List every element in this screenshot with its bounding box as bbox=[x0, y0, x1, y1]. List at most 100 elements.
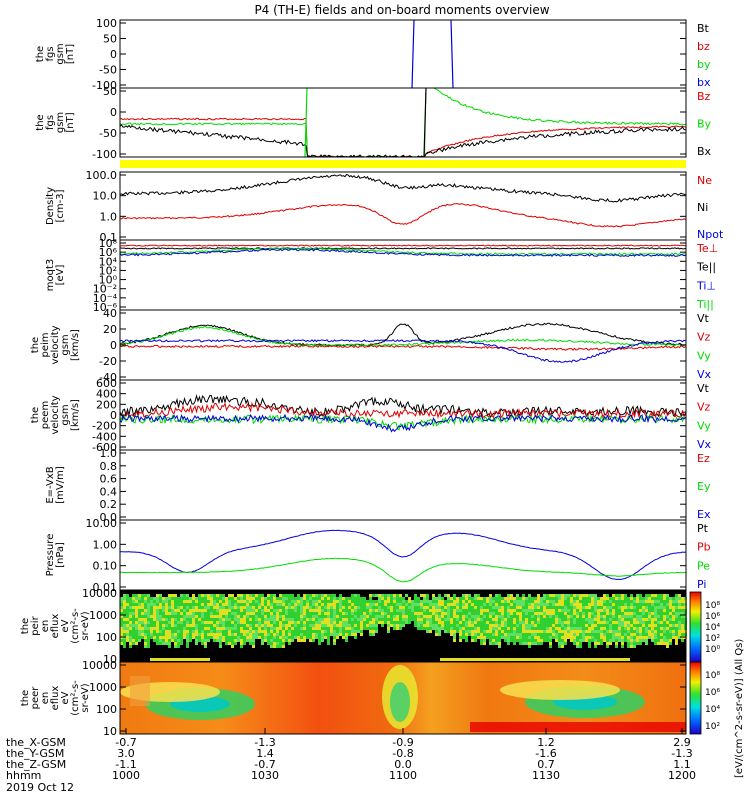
legend-entry: Ez bbox=[697, 452, 710, 465]
panel-7: 1.00.80.60.40.20.0 E=-VxB [mV/m] Ez Ey Ex bbox=[45, 447, 711, 524]
vt-e-trace bbox=[119, 394, 686, 418]
y-tick-label: 10² bbox=[99, 264, 117, 277]
spike-1 bbox=[304, 87, 308, 158]
y-axis-label: the bbox=[35, 46, 46, 62]
te-par-trace bbox=[119, 247, 686, 250]
y-axis-label: velocity bbox=[50, 325, 61, 364]
bx-trace bbox=[119, 124, 686, 158]
y-axis-label: gsm bbox=[55, 43, 66, 64]
y-axis-label: fgs bbox=[45, 115, 56, 130]
legend-entry: Vz bbox=[697, 331, 711, 344]
y-axis-label: sr-eV) bbox=[80, 683, 91, 712]
footer-value: -1.3 bbox=[254, 736, 275, 749]
legend-entry: Vx bbox=[697, 438, 712, 451]
y-tick-label: 10⁰ bbox=[99, 274, 118, 287]
footer-value: -0.9 bbox=[392, 736, 413, 749]
colorbar-tick: 10⁸ bbox=[705, 601, 720, 611]
y-tick-label: 50 bbox=[103, 33, 117, 46]
ni-trace bbox=[119, 174, 686, 203]
y-axis-label: [nT] bbox=[65, 44, 76, 64]
footer-date: 2019 Oct 12 bbox=[6, 781, 74, 794]
pi-trace bbox=[119, 529, 686, 581]
y-tick-label: 10 bbox=[103, 725, 117, 738]
y-tick-label: 0.10 bbox=[93, 560, 118, 573]
ne-trace bbox=[119, 203, 686, 228]
y-tick-label: 10.0 bbox=[93, 190, 118, 203]
panel-2: 50 0 -50 -100 the fgs gsm [nT] Bz By Bx bbox=[35, 85, 712, 161]
y-axis-label: the bbox=[20, 690, 31, 706]
y-axis-label: eflux bbox=[50, 614, 61, 639]
footer-value: -0.7 bbox=[115, 736, 136, 749]
footer-value: 1100 bbox=[389, 769, 417, 782]
panel-1: 100 50 0 -50 -100 the fgs gsm [nT] Bt bz by bx bbox=[35, 17, 711, 92]
panel-frame bbox=[119, 87, 687, 158]
y-axis-label: eflux bbox=[50, 686, 61, 711]
y-axis-label: peer bbox=[30, 686, 41, 710]
legend-entry: Vy bbox=[697, 419, 711, 432]
legend-entry: Te|| bbox=[696, 261, 716, 274]
footer-value: 1000 bbox=[112, 769, 140, 782]
y-tick-label: -40 bbox=[99, 371, 117, 384]
te-perp-trace bbox=[119, 244, 686, 247]
y-axis-label: gsm bbox=[60, 404, 71, 425]
legend-entry: Ne bbox=[697, 174, 712, 187]
colorbar-tick: 10⁶ bbox=[705, 688, 720, 698]
pe-trace bbox=[119, 557, 686, 583]
flag-bar bbox=[120, 160, 686, 168]
y-tick-label: -100 bbox=[92, 148, 117, 161]
y-axis-label: fgs bbox=[45, 46, 56, 61]
y-axis-label: sr-eV) bbox=[80, 611, 91, 640]
y-axis-label: eV bbox=[60, 619, 71, 632]
y-axis-label: [km/s] bbox=[70, 399, 81, 431]
footer-value: 1.4 bbox=[256, 747, 274, 760]
y-tick-label: 0.6 bbox=[100, 473, 118, 486]
vz-trace bbox=[119, 344, 686, 351]
y-tick-label: 100 bbox=[96, 703, 117, 716]
ti-par-trace bbox=[119, 247, 686, 256]
y-axis-label: gsm bbox=[60, 334, 71, 355]
legend-entry: Pb bbox=[697, 541, 711, 554]
y-tick-label: 1.0 bbox=[100, 210, 118, 223]
y-tick-label: 10 bbox=[103, 653, 117, 666]
y-axis-label: [mV/m] bbox=[55, 466, 66, 504]
panel-frame bbox=[119, 519, 687, 591]
y-axis-label: peir bbox=[30, 615, 41, 635]
y-axis-label: peim bbox=[40, 332, 51, 357]
y-axis-label: en bbox=[40, 620, 51, 633]
y-tick-label: 100 bbox=[96, 631, 117, 644]
y-tick-label: 10⁸ bbox=[99, 237, 118, 250]
panel-frame bbox=[119, 171, 687, 241]
colorbar-label: [eV/(cm^2-s-sr-eV)] (All Qs) bbox=[734, 639, 745, 778]
footer-row-label: the_X-GSM bbox=[6, 736, 66, 749]
y-tick-label: 0.01 bbox=[93, 581, 118, 594]
legend-entry: bz bbox=[697, 40, 710, 53]
colorbar-tick: 10² bbox=[705, 722, 720, 732]
y-axis-label: eV bbox=[60, 691, 71, 704]
colorbar-tick: 10⁰ bbox=[705, 645, 720, 655]
y-axis-label: E=-VxB bbox=[45, 466, 56, 503]
y-axis-label: [nT] bbox=[65, 112, 76, 132]
legend-entry: Bz bbox=[697, 90, 711, 103]
y-tick-label: 10⁴ bbox=[99, 255, 118, 268]
footer-value: 0.7 bbox=[537, 758, 555, 771]
legend-entry: Npot bbox=[697, 228, 724, 241]
y-axis-label: the bbox=[30, 407, 41, 423]
colorbar-tick: 10⁴ bbox=[705, 623, 720, 633]
legend-entry: Bt bbox=[697, 22, 710, 35]
legend-entry: By bbox=[697, 118, 712, 131]
y-tick-label: -400 bbox=[92, 430, 117, 443]
y-tick-label: 1000 bbox=[89, 681, 117, 694]
footer-row-label: the_Y-GSM bbox=[6, 747, 64, 760]
vx-e-trace bbox=[119, 413, 686, 433]
legend-entry: Pt bbox=[697, 522, 709, 535]
figure-title: P4 (TH-E) fields and on-board moments ov… bbox=[254, 3, 549, 17]
legend-entry: Te⊥ bbox=[696, 242, 718, 255]
legend-entry: Ex bbox=[697, 508, 711, 521]
y-tick-label: 0.1 bbox=[100, 231, 118, 244]
by-trace bbox=[119, 87, 686, 158]
y-axis-label: moqt3 bbox=[45, 259, 56, 292]
